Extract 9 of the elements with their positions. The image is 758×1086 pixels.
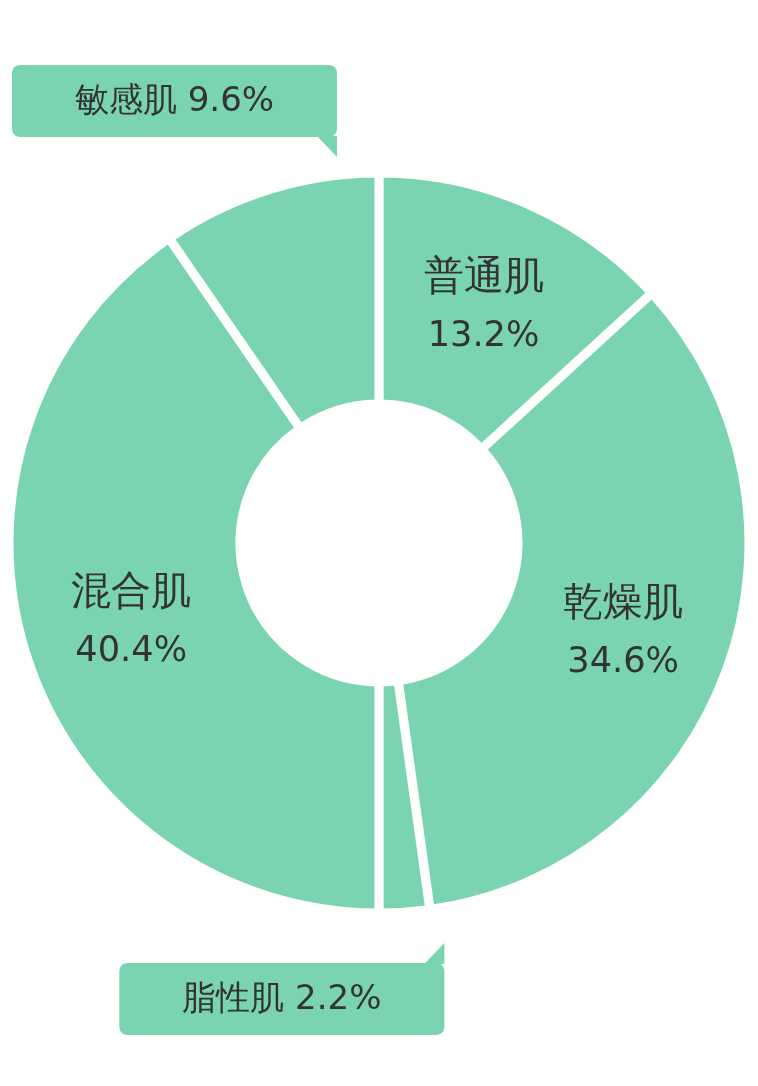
donut-slice <box>380 682 428 912</box>
slice-label: 混合肌 <box>71 567 192 614</box>
data-label: 34.6% <box>567 638 680 680</box>
slice-label: 乾燥肌 <box>563 577 684 624</box>
data-label: 40.4% <box>75 628 188 670</box>
slice-label: 敏感肌 9.6% <box>74 78 275 119</box>
slice-label: 普通肌 <box>423 252 544 299</box>
slice-label: 脂性肌 2.2% <box>182 976 382 1017</box>
data-label: 13.2% <box>427 313 540 355</box>
